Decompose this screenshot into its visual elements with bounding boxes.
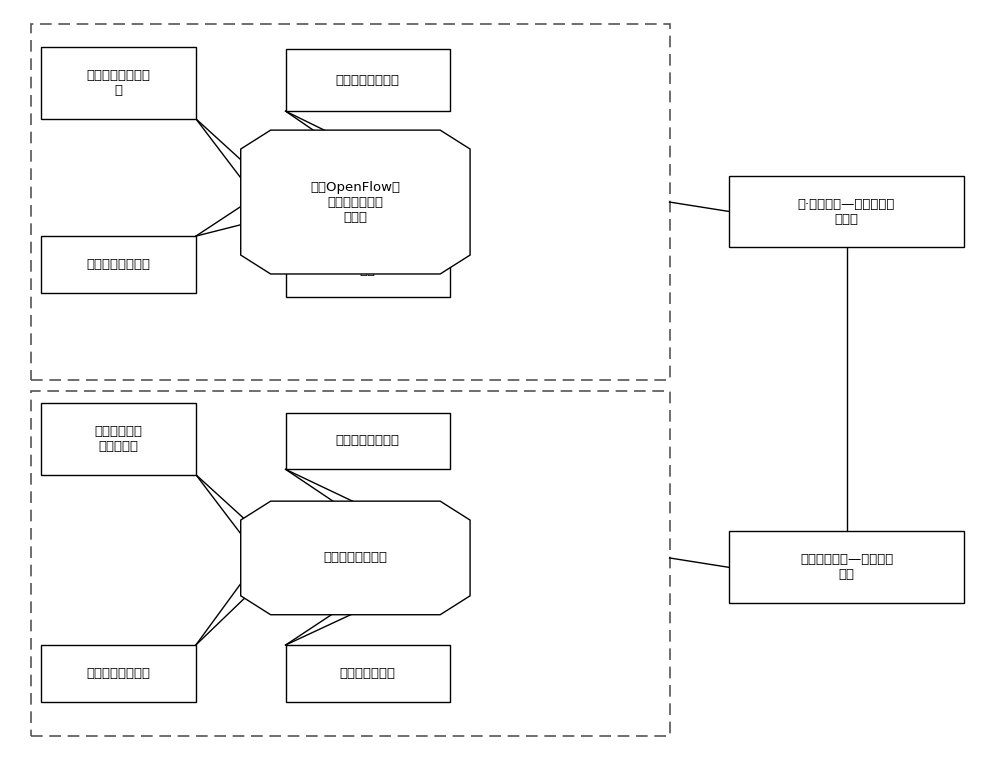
Bar xyxy=(286,645,450,701)
Text: 数据业务传输模块: 数据业务传输模块 xyxy=(87,667,151,680)
Bar xyxy=(729,176,964,248)
Text: 释放和拆除模块: 释放和拆除模块 xyxy=(340,667,396,680)
Text: 嵌入软件开发模块: 嵌入软件开发模块 xyxy=(336,74,400,87)
Text: 卫星可编程硬件模
块: 卫星可编程硬件模 块 xyxy=(87,69,151,97)
Text: 卫星路由建立模块: 卫星路由建立模块 xyxy=(336,435,400,448)
Bar xyxy=(286,49,450,111)
Text: 应用服务需求模块: 应用服务需求模块 xyxy=(323,552,387,565)
Text: 第·划分模块—软件定义卫
星组网: 第·划分模块—软件定义卫 星组网 xyxy=(798,198,895,226)
Text: 中心控制器的
命令集模块: 中心控制器的 命令集模块 xyxy=(95,425,143,453)
Bar xyxy=(286,413,450,470)
Bar xyxy=(41,403,196,475)
Bar xyxy=(729,531,964,603)
Polygon shape xyxy=(241,501,470,615)
Bar xyxy=(31,24,670,380)
Bar xyxy=(31,391,670,736)
Bar xyxy=(41,236,196,293)
Text: 第二划分模块—应用服务
需求: 第二划分模块—应用服务 需求 xyxy=(800,553,893,581)
Bar xyxy=(41,645,196,701)
Polygon shape xyxy=(241,130,470,274)
Text: 卫星运行状态模块: 卫星运行状态模块 xyxy=(87,258,151,271)
Bar xyxy=(286,229,450,296)
Bar xyxy=(41,47,196,119)
Text: 基于OpenFlow扩
展协议的集中控
管模块: 基于OpenFlow扩 展协议的集中控 管模块 xyxy=(310,181,400,223)
Text: 卫星链路变化监控
模块: 卫星链路变化监控 模块 xyxy=(336,249,400,277)
